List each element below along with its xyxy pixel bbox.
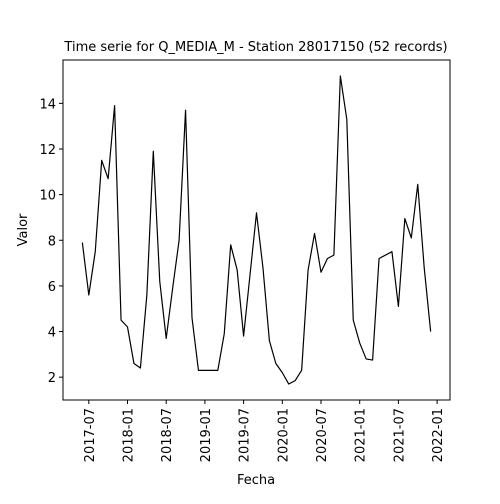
chart-title: Time serie for Q_MEDIA_M - Station 28017… <box>63 40 447 55</box>
y-tick-label: 10 <box>39 189 56 204</box>
y-tick-label: 6 <box>48 280 56 295</box>
x-tick-label: 2018-01 <box>122 408 137 462</box>
x-tick-label: 2022-01 <box>431 408 446 462</box>
y-tick-label: 14 <box>39 97 56 112</box>
y-axis-label: Valor <box>16 213 31 246</box>
y-tick-label: 2 <box>48 371 56 386</box>
y-tick-label: 4 <box>48 326 56 341</box>
data-line <box>81 75 432 385</box>
y-tick-label: 8 <box>48 234 56 249</box>
x-tick-label: 2021-01 <box>354 408 369 462</box>
x-axis-label: Fecha <box>237 473 275 488</box>
y-tick-label: 12 <box>39 143 56 158</box>
x-tick-label: 2018-07 <box>160 408 175 462</box>
x-tick-label: 2019-01 <box>199 408 214 462</box>
plot-frame <box>62 59 451 401</box>
x-tick-label: 2020-01 <box>276 408 291 462</box>
x-tick-label: 2020-07 <box>315 408 330 462</box>
x-tick-label: 2019-07 <box>238 408 253 462</box>
x-tick-label: 2021-07 <box>392 408 407 462</box>
x-tick-label: 2017-07 <box>83 408 98 462</box>
